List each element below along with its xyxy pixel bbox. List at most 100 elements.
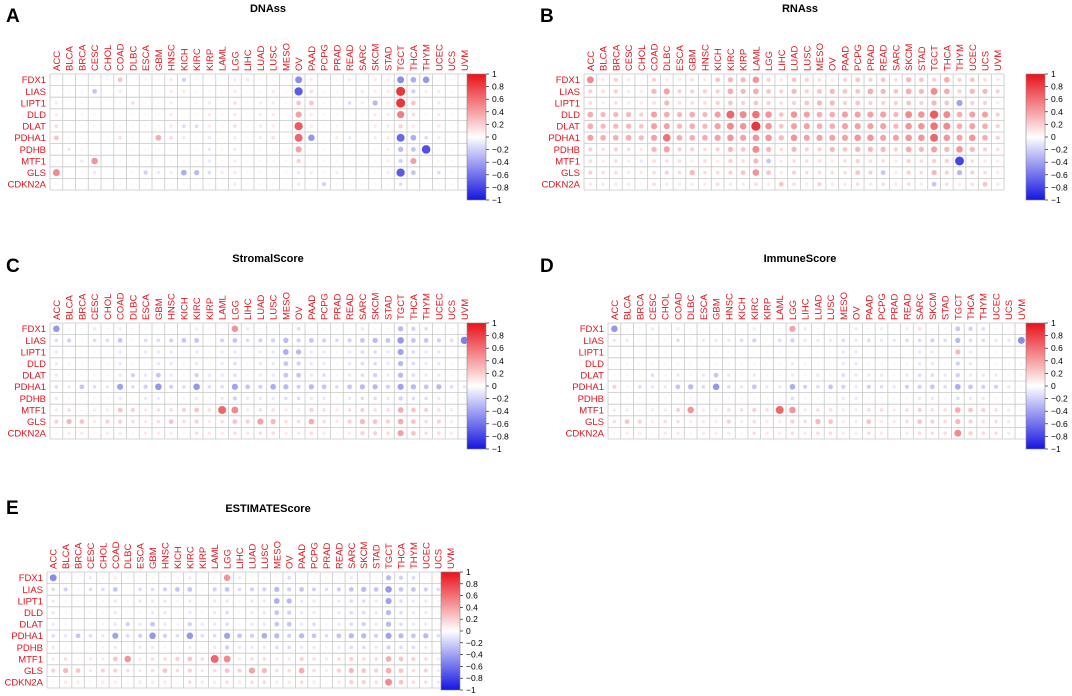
cell-pdhb-brca — [638, 397, 641, 400]
cell-fdx1-coad — [676, 327, 680, 331]
cell-mtf1-ov — [854, 408, 858, 412]
cell-cdkn2a-thym — [957, 182, 962, 186]
cell-pdha1-acc — [50, 633, 56, 639]
cell-mtf1-skcm — [373, 159, 377, 163]
cell-cdkn2a-thca — [398, 679, 404, 686]
cell-cdkn2a-lihc — [246, 183, 249, 186]
cell-dld-tgct — [955, 361, 961, 367]
cell-gls-meso — [817, 170, 822, 175]
cell-fdx1-sarc — [893, 77, 899, 83]
cell-fdx1-hnsc — [703, 78, 707, 82]
cell-pdhb-skcm — [905, 146, 912, 153]
cell-pdhb-lusc — [271, 396, 275, 401]
cell-dlat-skcm — [930, 372, 935, 378]
cell-dlat-kirp — [207, 373, 212, 377]
cell-gls-meso — [841, 419, 845, 424]
cell-dlat-gbm — [149, 621, 156, 628]
cell-cdkn2a-pcpg — [879, 431, 884, 435]
cell-pdhb-uvm — [463, 397, 466, 400]
cell-lias-lusc — [828, 338, 833, 343]
cell-fdx1-dlbc — [665, 78, 669, 82]
cell-mtf1-luad — [791, 158, 797, 164]
cell-lipt1-lgg — [232, 100, 238, 106]
cell-lias-read — [904, 338, 910, 343]
cell-lias-lihc — [245, 338, 250, 343]
cell-lipt1-lihc — [238, 599, 241, 603]
cell-lias-stad — [942, 338, 948, 343]
cell-fdx1-laml — [752, 76, 760, 84]
cell-lias-chol — [664, 339, 667, 342]
row-label-dlat: DLAT — [22, 122, 46, 133]
cell-cdkn2a-luad — [815, 430, 821, 436]
cell-lias-paad — [308, 337, 315, 344]
cell-pdhb-ucs — [1007, 397, 1010, 400]
cell-pdha1-meso — [282, 383, 289, 390]
cell-dlat-chol — [664, 374, 667, 377]
cell-dld-dlbc — [663, 111, 671, 118]
cell-cdkn2a-tgct — [397, 429, 405, 437]
colorbar-tick-label: −0.2 — [1051, 394, 1068, 404]
cell-pdhb-luad — [259, 148, 262, 151]
cell-gls-esca — [143, 419, 148, 424]
cell-mtf1-kich — [716, 159, 720, 163]
cell-cdkn2a-lusc — [828, 430, 833, 436]
cell-dlat-pcpg — [854, 122, 862, 130]
cell-pdha1-sarc — [892, 134, 900, 142]
colorbar-tick-label: 0 — [492, 132, 497, 142]
cell-mtf1-paad — [299, 656, 305, 662]
cell-dld-meso — [283, 360, 289, 367]
column-label-ucs: UCS — [447, 300, 458, 320]
cell-cdkn2a-chol — [105, 431, 110, 435]
cell-pdha1-stad — [373, 633, 379, 639]
cell-lias-lgg — [765, 88, 772, 95]
cell-pdha1-thca — [967, 383, 974, 390]
column-label-pcpg: PCPG — [853, 44, 864, 71]
cell-lipt1-read — [880, 100, 886, 106]
cell-lipt1-dlbc — [126, 599, 129, 603]
cell-cdkn2a-luad — [258, 430, 263, 436]
cell-dld-meso — [284, 113, 288, 116]
cell-pdha1-acc — [611, 384, 617, 390]
cell-pdhb-gbm — [150, 645, 155, 650]
cell-pdhb-hnsc — [727, 397, 731, 400]
column-label-blca: BLCA — [65, 46, 76, 71]
cell-fdx1-skcm — [931, 327, 934, 330]
cell-pdha1-uvm — [995, 135, 1001, 141]
cell-dlat-esca — [143, 373, 148, 377]
cell-lias-ucec — [969, 88, 976, 95]
cell-pdha1-dlbc — [131, 136, 135, 139]
column-label-dlbc: DLBC — [128, 295, 139, 320]
cell-pdhb-ov — [829, 146, 836, 153]
panel-letter-c: C — [6, 256, 20, 277]
column-label-luad: LUAD — [256, 295, 267, 320]
column-label-lgg: LGG — [223, 549, 234, 569]
cell-mtf1-kirc — [186, 656, 193, 662]
cell-dlat-kirc — [194, 372, 200, 378]
cell-mtf1-cesc — [88, 657, 93, 661]
cell-pdha1-stad — [385, 384, 391, 390]
cell-cdkn2a-stad — [942, 430, 948, 436]
cell-cdkn2a-lihc — [803, 431, 807, 435]
cell-pdhb-laml — [778, 397, 781, 400]
cell-fdx1-tgct — [396, 75, 405, 84]
cell-lias-thym — [980, 338, 986, 343]
cell-cdkn2a-acc — [613, 432, 616, 435]
cell-pdhb-blca — [67, 147, 71, 152]
colorbar-tick-label: 0.2 — [1051, 119, 1063, 129]
row-label-pdha1: PDHA1 — [11, 631, 43, 642]
cell-dlat-coad — [118, 125, 122, 128]
cell-cdkn2a-tgct — [398, 181, 403, 187]
cell-cdkn2a-coad — [113, 680, 117, 684]
cell-pdha1-brca — [612, 134, 620, 142]
cell-cdkn2a-ucec — [436, 430, 442, 436]
cell-dlat-read — [905, 373, 909, 377]
cell-dld-lihc — [238, 611, 241, 614]
cell-fdx1-chol — [640, 78, 643, 81]
cell-mtf1-lgg — [788, 406, 797, 414]
cell-fdx1-meso — [842, 327, 845, 330]
cell-fdx1-thym — [411, 575, 416, 581]
cell-fdx1-coad — [117, 76, 123, 83]
cell-lipt1-laml — [753, 100, 759, 106]
column-label-kirp: KIRP — [205, 298, 216, 320]
cell-lipt1-ucs — [982, 100, 988, 106]
